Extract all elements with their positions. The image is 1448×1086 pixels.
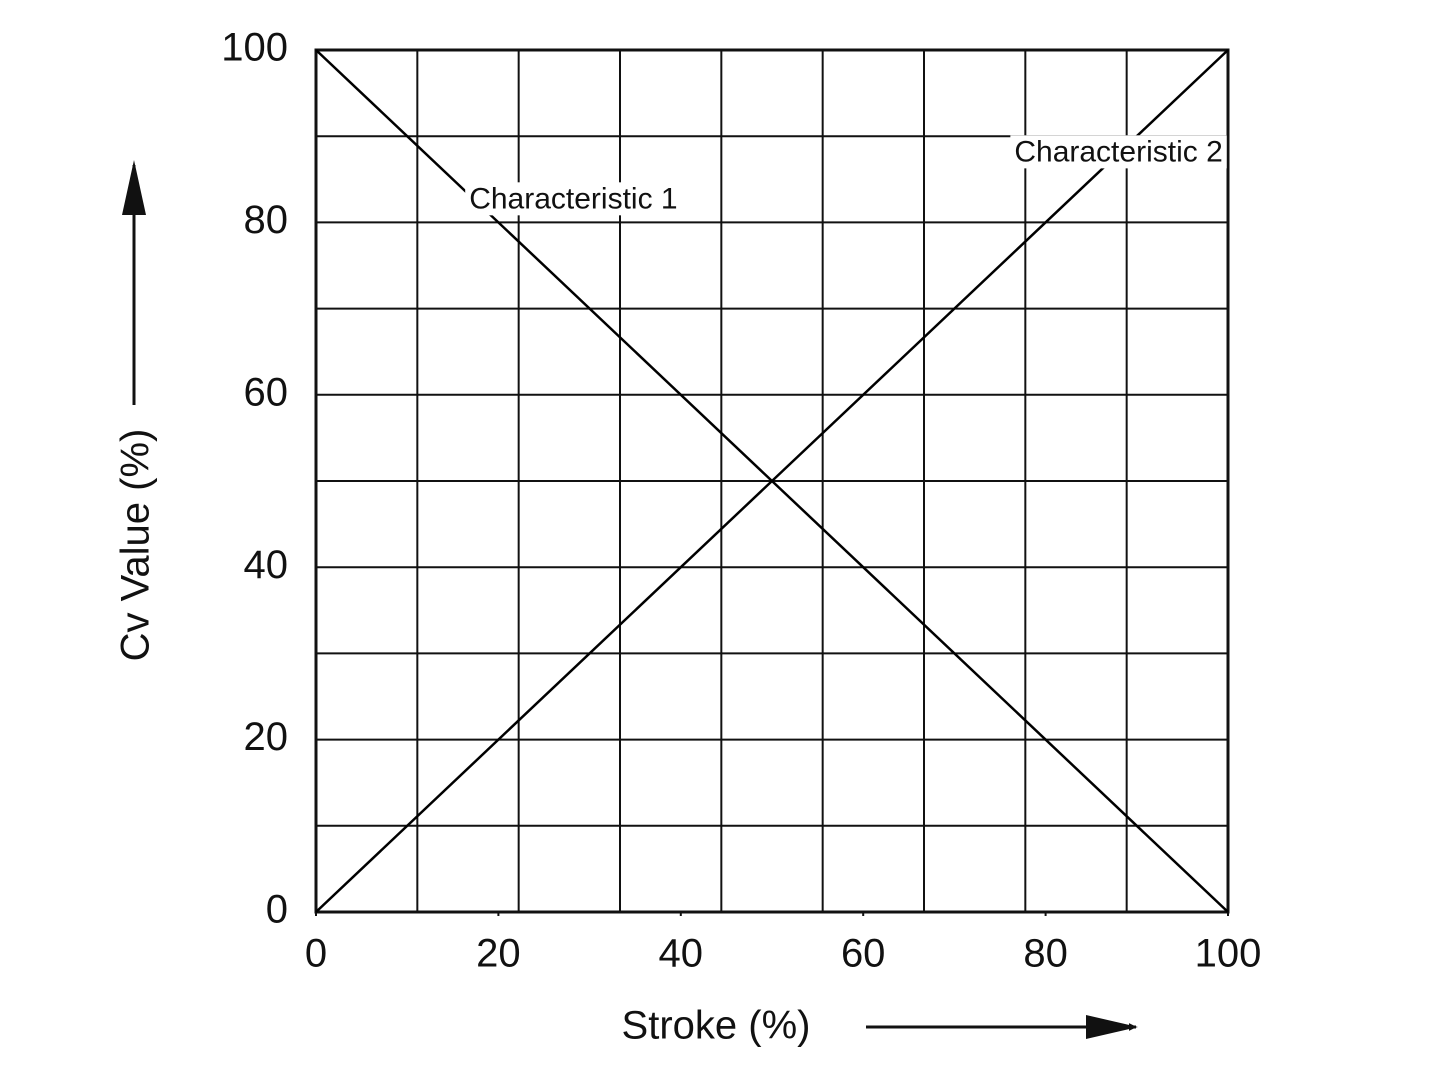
y-tick-label: 80 (244, 198, 289, 242)
y-tick-label: 40 (244, 543, 289, 587)
y-tick-label: 60 (244, 370, 289, 414)
y-axis-label: Cv Value (%) (114, 429, 158, 662)
x-axis-label: Stroke (%) (622, 1004, 811, 1048)
x-arrow-head (1086, 1015, 1138, 1039)
x-tick-label: 100 (1195, 932, 1262, 976)
x-tick-label: 80 (1023, 932, 1068, 976)
x-tick-label: 40 (659, 932, 704, 976)
y-tick-label: 20 (244, 715, 289, 759)
y-tick-label: 100 (221, 26, 288, 70)
y-arrow-head (122, 160, 146, 215)
plot-frame (314, 48, 1230, 914)
x-tick-label: 0 (305, 932, 327, 976)
x-tick-label: 20 (476, 932, 521, 976)
label-background (465, 182, 682, 216)
label-background (1010, 135, 1227, 169)
y-tick-label: 0 (266, 888, 288, 932)
series-label: Characteristic 1 (469, 182, 677, 215)
x-tick-label: 60 (841, 932, 886, 976)
series-label: Characteristic 2 (1014, 135, 1222, 168)
series-line (315, 49, 1229, 913)
